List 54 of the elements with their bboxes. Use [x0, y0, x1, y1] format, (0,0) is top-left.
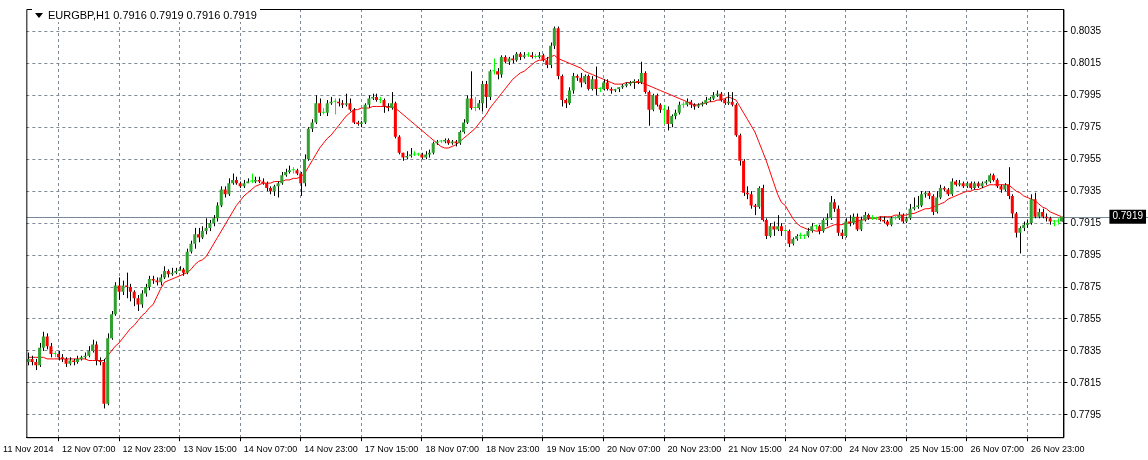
y-tick-label: 0.7815 — [1070, 376, 1102, 388]
candlestick — [219, 185, 223, 208]
y-tick-label: 0.7795 — [1070, 408, 1102, 420]
x-tick-label: 20 Nov 07:00 — [607, 444, 661, 455]
y-tick-label: 0.7895 — [1070, 248, 1102, 260]
x-tick-label: 19 Nov 15:00 — [546, 444, 601, 455]
candlestick — [193, 227, 197, 250]
x-tick-label: 20 Nov 23:00 — [667, 444, 722, 455]
x-tick-label: 21 Nov 15:00 — [728, 444, 782, 455]
x-tick-label: 12 Nov 07:00 — [62, 444, 116, 455]
x-tick-label: 26 Nov 07:00 — [970, 444, 1024, 455]
candlestick — [397, 134, 401, 155]
x-tick-label: 17 Nov 15:00 — [364, 444, 419, 455]
y-tick-label: 0.7855 — [1070, 312, 1102, 324]
candlestick — [931, 193, 935, 216]
candlestick — [1014, 211, 1018, 238]
candlestick — [1033, 192, 1037, 219]
candlestick — [935, 190, 939, 215]
x-tick-label: 11 Nov 2014 — [3, 444, 54, 455]
y-tick-label: 0.7955 — [1070, 152, 1102, 164]
candlestick — [299, 171, 303, 197]
x-tick-label: 18 Nov 07:00 — [425, 444, 479, 455]
x-tick-label: 24 Nov 23:00 — [849, 444, 903, 455]
y-tick-label: 0.7915 — [1070, 216, 1102, 228]
y-tick-label: 0.7835 — [1070, 344, 1102, 356]
candlestick — [1029, 193, 1033, 226]
x-tick-label: 24 Nov 07:00 — [788, 444, 843, 455]
y-tick-label: 0.7875 — [1070, 280, 1102, 292]
y-tick-label: 0.8035 — [1070, 25, 1102, 37]
x-tick-label: 25 Nov 15:00 — [909, 444, 964, 455]
x-tick-label: 26 Nov 23:00 — [1030, 444, 1085, 455]
x-tick-label: 12 Nov 23:00 — [122, 444, 177, 455]
candlestick — [571, 72, 575, 95]
y-tick-label: 0.7975 — [1070, 120, 1102, 132]
ref-line-label: 0.7919 — [1112, 210, 1144, 222]
y-tick-label: 0.7995 — [1070, 89, 1102, 101]
y-tick-label: 0.7935 — [1070, 184, 1102, 196]
candlestick — [484, 80, 488, 109]
x-tick-label: 14 Nov 07:00 — [243, 444, 298, 455]
x-tick-label: 18 Nov 23:00 — [485, 444, 540, 455]
candlestick — [469, 70, 473, 111]
candlestick — [473, 96, 477, 112]
candlestick — [666, 105, 670, 131]
chart-title: EURGBP,H1 0.7916 0.7919 0.7916 0.7919 — [48, 9, 257, 21]
candlestick — [215, 201, 219, 222]
candlestick — [1018, 225, 1022, 254]
candlestick — [363, 102, 367, 125]
candlestick — [117, 276, 121, 301]
x-tick-label: 13 Nov 15:00 — [183, 444, 237, 455]
candlestick — [836, 205, 840, 237]
y-tick-label: 0.8015 — [1070, 57, 1102, 69]
candlestick — [492, 58, 496, 76]
candlestick — [783, 225, 787, 238]
x-tick-label: 14 Nov 23:00 — [304, 444, 358, 455]
